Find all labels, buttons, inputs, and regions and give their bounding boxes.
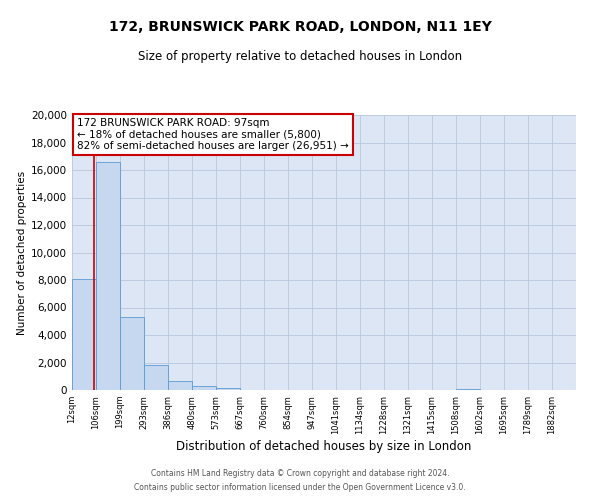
- Bar: [96, 162, 120, 390]
- Text: 172, BRUNSWICK PARK ROAD, LONDON, N11 1EY: 172, BRUNSWICK PARK ROAD, LONDON, N11 1E…: [109, 20, 491, 34]
- Text: Contains HM Land Registry data © Crown copyright and database right 2024.: Contains HM Land Registry data © Crown c…: [151, 468, 449, 477]
- Bar: [216, 388, 240, 390]
- Bar: [120, 317, 144, 390]
- Text: Contains public sector information licensed under the Open Government Licence v3: Contains public sector information licen…: [134, 484, 466, 492]
- Bar: [144, 365, 168, 390]
- Bar: [168, 381, 192, 390]
- Y-axis label: Number of detached properties: Number of detached properties: [17, 170, 27, 334]
- X-axis label: Distribution of detached houses by size in London: Distribution of detached houses by size …: [176, 440, 472, 452]
- Text: 172 BRUNSWICK PARK ROAD: 97sqm
← 18% of detached houses are smaller (5,800)
82% : 172 BRUNSWICK PARK ROAD: 97sqm ← 18% of …: [77, 118, 349, 151]
- Text: Size of property relative to detached houses in London: Size of property relative to detached ho…: [138, 50, 462, 63]
- Bar: [456, 388, 480, 390]
- Bar: [72, 278, 96, 390]
- Bar: [192, 386, 216, 390]
